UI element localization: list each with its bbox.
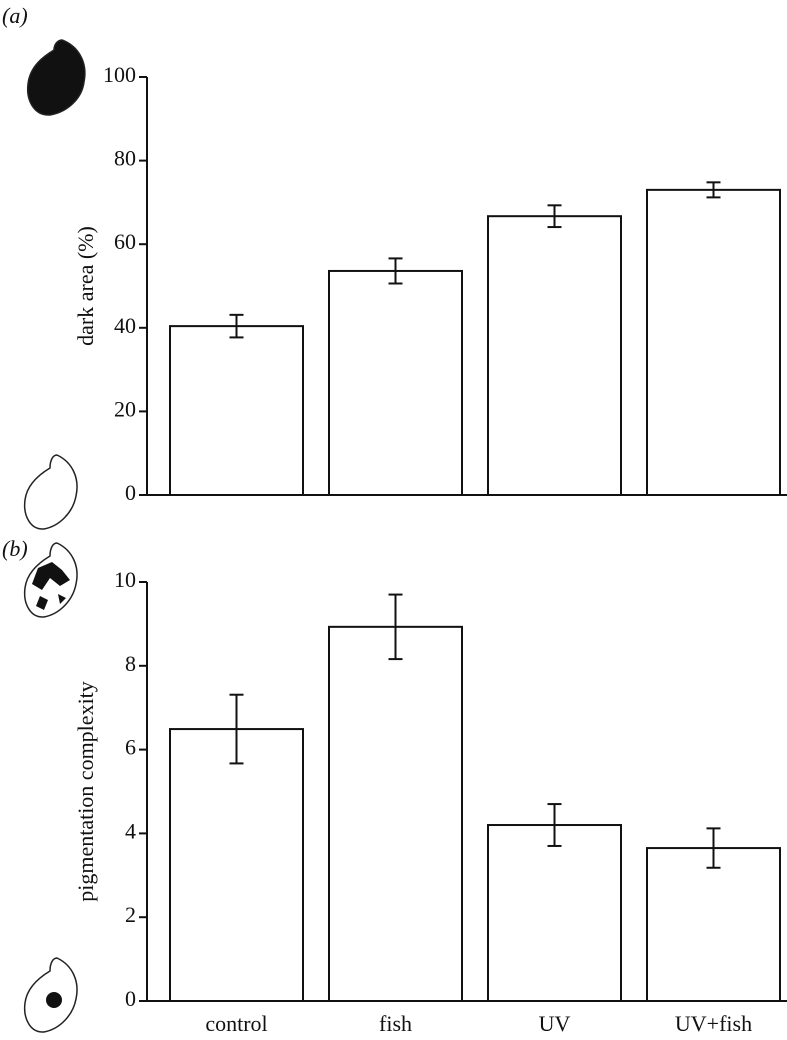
y-tick-label: 6 (125, 735, 136, 760)
snail-icons (23, 39, 86, 1033)
x-tick-label: control (205, 1011, 267, 1036)
y-axis-label: pigmentation complexity (73, 681, 98, 902)
snail-dark (26, 39, 86, 116)
snail-complex-spots (32, 562, 70, 610)
bar (169, 325, 304, 496)
y-tick-label: 60 (114, 229, 136, 254)
x-tick-label: UV+fish (675, 1011, 752, 1036)
bar (646, 188, 781, 497)
bar (487, 215, 622, 496)
bar (328, 269, 463, 496)
bar (169, 728, 304, 1002)
y-tick-label: 20 (114, 396, 136, 421)
y-tick-label: 10 (114, 567, 136, 592)
y-tick-label: 0 (125, 480, 136, 505)
x-tick-label: UV (539, 1011, 571, 1036)
bar (328, 625, 463, 1002)
y-tick-label: 2 (125, 902, 136, 927)
bar (487, 824, 622, 1003)
panel-label: (a) (2, 3, 28, 28)
y-axis-label: dark area (%) (73, 226, 98, 346)
y-tick-label: 4 (125, 818, 136, 843)
snail-light (23, 454, 78, 530)
y-tick-label: 100 (103, 62, 136, 87)
y-tick-label: 8 (125, 651, 136, 676)
bar (646, 847, 781, 1002)
x-tick-label: fish (379, 1011, 412, 1036)
panel-label: (b) (2, 536, 28, 561)
y-tick-label: 0 (125, 986, 136, 1011)
y-tick-label: 80 (114, 146, 136, 171)
y-tick-label: 40 (114, 313, 136, 338)
snail-spot-dot (46, 992, 62, 1008)
